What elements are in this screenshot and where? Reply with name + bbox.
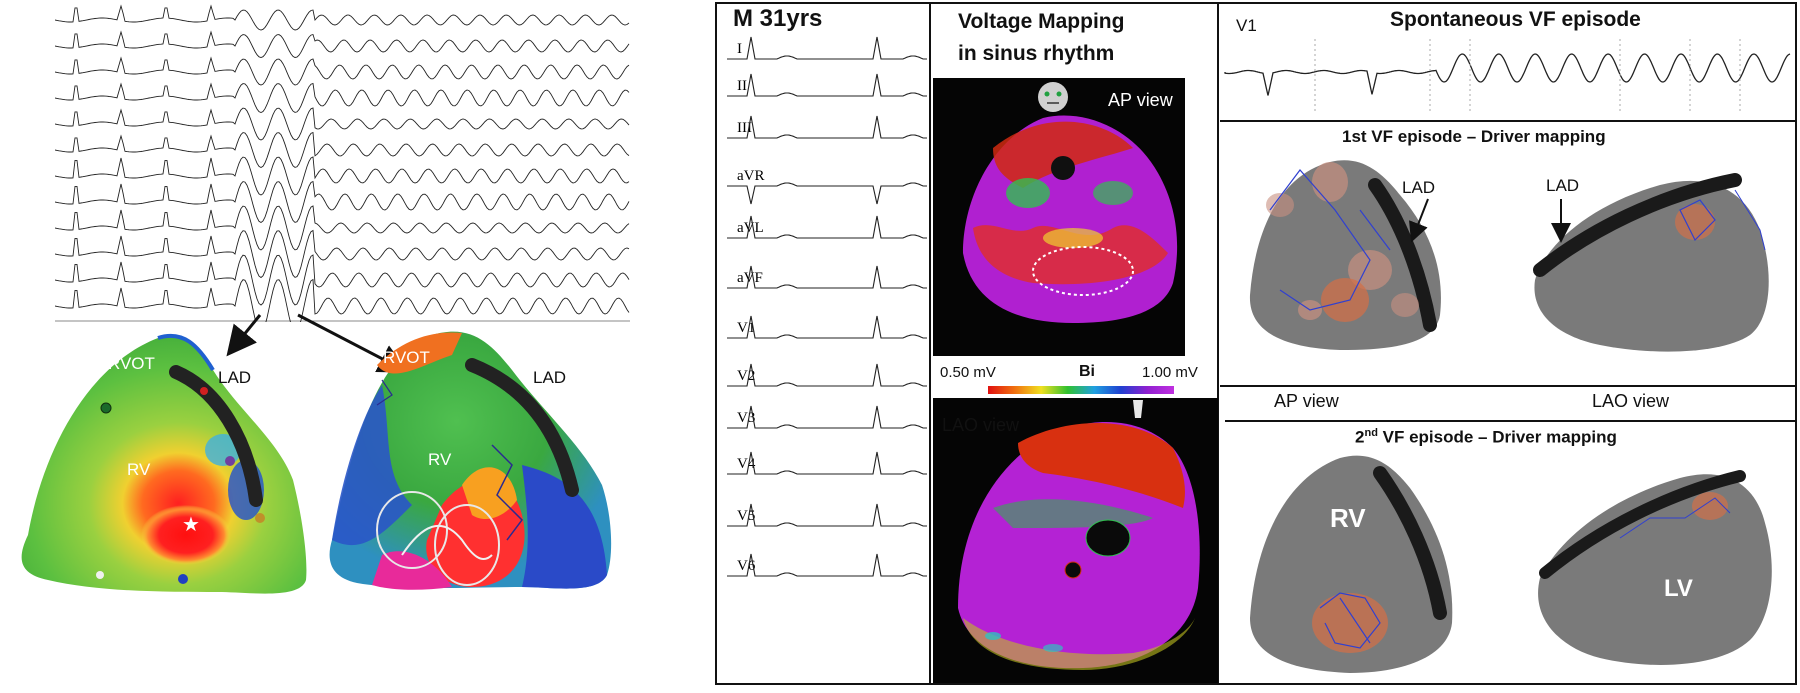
episode-ap-view-label: AP view	[1274, 391, 1339, 411]
vf-episode1-panel	[1220, 122, 1795, 387]
sinus-ecg-trace	[727, 503, 927, 527]
sinus-ecg-lead-label: V2	[737, 368, 755, 384]
right-figure-frame	[715, 2, 1797, 685]
left-ecg-trace	[54, 4, 630, 31]
voltage-map-lao	[933, 398, 1218, 683]
catheter-marker	[100, 402, 112, 414]
episode1-lad-lao-label: LAD	[1546, 176, 1580, 195]
left-ecg-trace	[54, 107, 630, 141]
arrow-to-map1	[226, 314, 262, 357]
left-ecg-trace	[54, 82, 630, 113]
episode2-lv-label: LV	[1664, 575, 1693, 602]
episode1-lad-ap-label: LAD	[1402, 178, 1436, 197]
scale-max-label: 1.00 mV	[1142, 364, 1198, 381]
episode1-lad-ap-arrow	[1409, 198, 1429, 243]
sinus-ecg-lead-label: V1	[737, 320, 755, 336]
scale-mid-label: Bi	[1079, 363, 1095, 380]
sinus-ecg-trace	[727, 265, 927, 289]
sinus-ecg-lead-label: II	[737, 78, 747, 94]
map1-lad-label: LAD	[218, 368, 252, 387]
left-ecg-trace	[54, 131, 630, 169]
star-icon: ★	[182, 512, 200, 536]
mapping-arrows	[226, 313, 409, 373]
sinus-ecg-lead-label: V5	[737, 508, 755, 524]
voltage-scale-gradient	[988, 386, 1174, 394]
sinus-ecg-trace	[727, 73, 927, 97]
heart-shape-1	[21, 335, 307, 594]
sinus-ecg-column: I II III aVR aVL aVF V1 V2 V3 V4 V5 V6	[717, 4, 931, 683]
sinus-ecg-lead-label: V3	[737, 410, 755, 426]
episode-lao-view-label: LAO view	[1592, 391, 1670, 411]
sinus-ecg-lead-label: V6	[737, 558, 756, 574]
episode1-title: 1st VF episode – Driver mapping	[1342, 127, 1606, 146]
episode-separator	[1225, 420, 1795, 422]
vf-title: Spontaneous VF episode	[1390, 8, 1641, 31]
orientation-marker	[1133, 400, 1143, 418]
sinus-ecg-lead-label: aVL	[737, 220, 764, 236]
map2-rvot-label: RVOT	[383, 348, 430, 367]
left-ecg-trace	[54, 30, 630, 58]
sinus-ecg-trace	[727, 553, 927, 577]
episode2-title-sup: nd	[1364, 427, 1378, 439]
map1-rvot-label: RVOT	[108, 354, 155, 373]
vf-lead-label: V1	[1236, 16, 1257, 35]
episode2-lao-heart	[1538, 470, 1772, 665]
vf-strip-panel	[1220, 4, 1795, 122]
sinus-ecg-trace	[727, 363, 927, 387]
sinus-ecg-lead-label: I	[737, 41, 742, 57]
episode2-title: 2nd VF episode – Driver mapping	[1355, 427, 1617, 448]
vf-trace	[1224, 53, 1791, 96]
activation-map-2	[322, 325, 622, 685]
episode1-lad-lao-arrow	[1551, 199, 1571, 243]
episode2-rv-label: RV	[1330, 503, 1366, 533]
sinus-ecg-trace	[727, 115, 927, 139]
sinus-ecg-trace	[727, 215, 927, 239]
arrow-to-map2	[297, 313, 409, 373]
sinus-ecg-lead-label: aVF	[737, 270, 763, 286]
left-ecg-trace	[54, 229, 630, 279]
voltage-lao-view-label: LAO view	[942, 415, 1020, 435]
voltage-mapping-column	[932, 4, 1219, 683]
sinus-ecg-trace	[727, 182, 927, 205]
left-ecg-trace	[54, 156, 630, 196]
sinus-ecg-lead-label: V4	[737, 456, 756, 472]
sinus-ecg-trace	[727, 405, 927, 429]
map1-rv-label: RV	[127, 460, 151, 479]
episode1-lao-heart	[1533, 173, 1769, 352]
episode2-ap-heart	[1250, 455, 1453, 673]
sinus-ecg-trace	[727, 451, 927, 475]
face-orientation-icon	[1038, 82, 1068, 112]
sinus-ecg-trace	[727, 315, 927, 339]
left-ecg-trace	[54, 180, 630, 224]
left-ecg-trace	[54, 205, 630, 251]
map2-lad-label: LAD	[533, 368, 567, 387]
sinus-ecg-trace	[727, 36, 927, 60]
voltage-map-ap	[933, 78, 1185, 356]
scale-min-label: 0.50 mV	[940, 364, 996, 381]
sinus-ecg-lead-label: aVR	[737, 168, 765, 184]
voltage-title-line1: Voltage Mapping	[958, 10, 1125, 33]
activation-map-1: ★	[8, 330, 308, 685]
episode2-title-rest: VF episode – Driver mapping	[1377, 427, 1617, 447]
episode2-title-num: 2	[1355, 427, 1365, 447]
voltage-title-line2: in sinus rhythm	[958, 42, 1115, 65]
voltage-ap-view-label: AP view	[1108, 90, 1173, 110]
vf-strip-trace	[1224, 39, 1791, 114]
left-ecg-trace	[54, 56, 630, 86]
episode1-ap-heart	[1249, 160, 1441, 350]
left-ecg-trace	[54, 254, 630, 306]
map2-rv-label: RV	[428, 450, 452, 469]
left-ecg-trace	[54, 278, 630, 334]
patient-label: M 31yrs	[733, 5, 823, 32]
